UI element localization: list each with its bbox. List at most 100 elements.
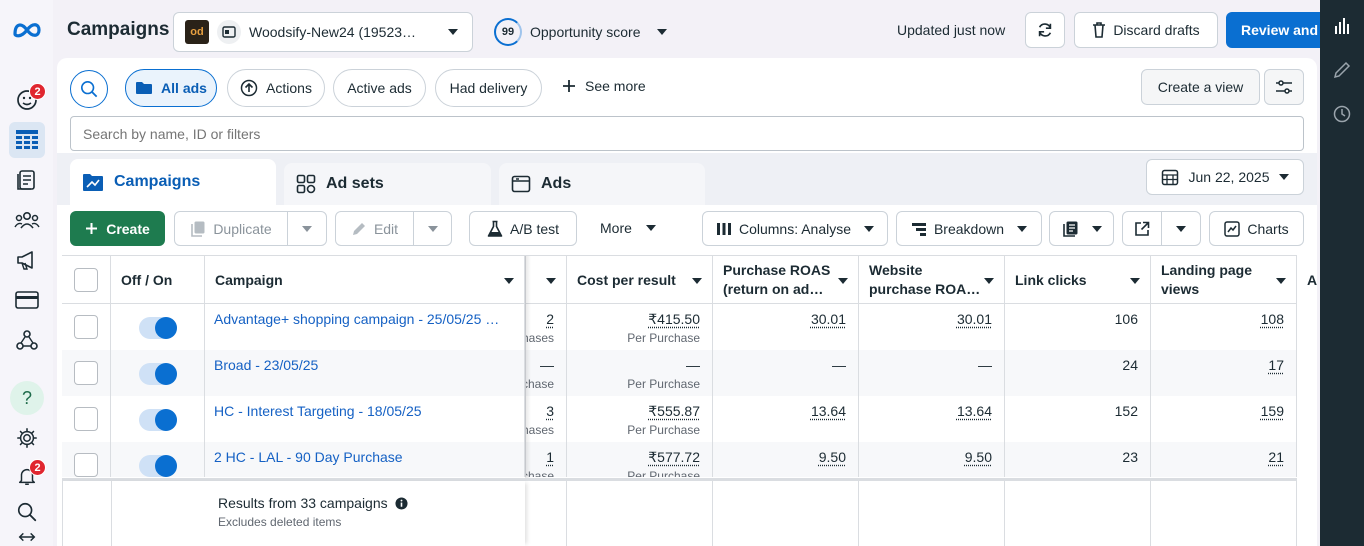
campaign-on-off-toggle[interactable] [139, 317, 177, 339]
left-rail: 2 ? 2 [0, 0, 53, 546]
account-selector[interactable]: od Woodsify-New24 (19523… [173, 12, 473, 52]
cost-per-result-value[interactable]: ₹577.72 [648, 449, 700, 465]
column-header-cost-per-result[interactable]: Cost per result [567, 256, 713, 304]
website-roas-value[interactable]: 30.01 [956, 311, 992, 327]
sort-caret-icon [984, 278, 994, 284]
cost-per-result-sub: Per Purchase [627, 423, 700, 437]
cost-per-result-value[interactable]: ₹555.87 [648, 403, 700, 419]
ads-manager-table-icon[interactable] [9, 122, 45, 158]
select-all-checkbox[interactable] [74, 268, 98, 292]
discard-drafts-button[interactable]: Discard drafts [1074, 12, 1218, 48]
column-header-landing-page-views[interactable]: Landing page views [1151, 256, 1297, 304]
date-range-picker[interactable]: Jun 22, 2025 [1146, 159, 1304, 195]
campaign-name-link[interactable]: Advantage+ shopping campaign - 25/05/25 … [214, 311, 500, 327]
column-header-campaign[interactable]: Campaign [205, 256, 525, 304]
more-menu-button[interactable]: More [600, 220, 656, 236]
filter-actions[interactable]: Actions [227, 69, 325, 107]
megaphone-icon[interactable] [9, 242, 45, 278]
row-cost-cell: ₹555.87 Per Purchase [567, 396, 713, 442]
landing-views-value[interactable]: 108 [1260, 311, 1284, 327]
results-value[interactable]: 2 [546, 311, 554, 327]
billing-card-icon[interactable] [9, 282, 45, 318]
audiences-icon[interactable] [9, 202, 45, 238]
export-menu-button[interactable] [1161, 211, 1201, 246]
bar-chart-icon[interactable] [1332, 16, 1352, 36]
info-icon[interactable] [395, 496, 408, 510]
campaign-on-off-toggle[interactable] [139, 455, 177, 477]
filter-had-delivery[interactable]: Had delivery [435, 69, 542, 107]
campaign-on-off-toggle[interactable] [139, 363, 177, 385]
landing-views-value[interactable]: 159 [1260, 403, 1284, 419]
meta-logo-icon[interactable] [9, 12, 45, 48]
settings-gear-icon[interactable] [9, 420, 45, 456]
search-input[interactable] [70, 116, 1304, 151]
table-row[interactable]: Broad - 23/05/25 — chase — Per Purchase — — 24 1… [62, 350, 1297, 396]
row-checkbox[interactable] [74, 361, 98, 385]
view-settings-button[interactable] [1264, 69, 1304, 105]
see-more-filters[interactable]: See more [562, 78, 646, 94]
help-icon[interactable]: ? [9, 380, 45, 416]
edit-menu-button[interactable] [413, 211, 452, 246]
duplicate-button[interactable]: Duplicate [174, 211, 288, 246]
filter-all-ads[interactable]: All ads [125, 69, 217, 107]
breakdown-button[interactable]: Breakdown [896, 211, 1042, 246]
create-button[interactable]: Create [70, 211, 165, 246]
column-header-link-clicks[interactable]: Link clicks [1005, 256, 1151, 304]
tab-ads[interactable]: Ads [499, 163, 705, 205]
row-checkbox[interactable] [74, 453, 98, 477]
results-value[interactable]: — [540, 357, 554, 373]
history-clock-icon[interactable] [1332, 104, 1352, 124]
cost-per-result-value[interactable]: ₹415.50 [648, 311, 700, 327]
tab-campaigns[interactable]: Campaigns [70, 159, 276, 205]
website-roas-value[interactable]: — [978, 357, 992, 373]
column-header-partial[interactable]: A [1307, 271, 1318, 288]
opportunity-score[interactable]: 99 Opportunity score [494, 18, 667, 46]
duplicate-menu-button[interactable] [287, 211, 327, 246]
pencil-icon[interactable] [1332, 60, 1352, 80]
row-checkbox[interactable] [74, 407, 98, 431]
business-tools-icon[interactable] [9, 322, 45, 358]
landing-views-value[interactable]: 21 [1268, 449, 1284, 465]
table-row[interactable]: Advantage+ shopping campaign - 25/05/25 … [62, 304, 1297, 350]
landing-views-value[interactable]: 17 [1268, 357, 1284, 373]
refresh-button[interactable] [1025, 12, 1065, 48]
website-roas-value[interactable]: 13.64 [956, 403, 992, 419]
results-value[interactable]: 1 [546, 449, 554, 465]
campaign-name-link[interactable]: Broad - 23/05/25 [214, 357, 319, 373]
notifications-bell-icon[interactable]: 2 [9, 458, 46, 494]
campaign-name-link[interactable]: 2 HC - LAL - 90 Day Purchase [214, 449, 403, 465]
table-row[interactable]: HC - Interest Targeting - 18/05/25 3 hases… [62, 396, 1297, 442]
purchase-roas-value[interactable]: — [832, 357, 846, 373]
row-results-cell: 3 hases [525, 396, 567, 442]
website-roas-value[interactable]: 9.50 [964, 449, 992, 465]
edit-button[interactable]: Edit [335, 211, 414, 246]
search-icon[interactable] [9, 494, 45, 530]
export-button[interactable] [1122, 211, 1162, 246]
tab-ad-sets[interactable]: Ad sets [284, 163, 491, 205]
duplicate-icon [191, 221, 205, 237]
create-view-button[interactable]: Create a view [1141, 69, 1260, 105]
column-header-purchase-roas[interactable]: Purchase ROAS (return on ad… [713, 256, 859, 304]
table-row[interactable]: 2 HC - LAL - 90 Day Purchase 1 chase ₹577.7… [62, 442, 1297, 477]
results-value[interactable]: 3 [546, 403, 554, 419]
search-toggle-button[interactable] [70, 70, 108, 108]
review-and-publish-button[interactable]: Review and [1226, 12, 1320, 48]
pages-icon[interactable] [9, 162, 45, 198]
purchase-roas-value[interactable]: 30.01 [810, 311, 846, 327]
ab-test-button[interactable]: A/B test [469, 211, 577, 246]
purchase-roas-value[interactable]: 13.64 [810, 403, 846, 419]
purchase-roas-value[interactable]: 9.50 [818, 449, 846, 465]
campaign-on-off-toggle[interactable] [139, 409, 177, 431]
columns-button[interactable]: Columns: Analyse [702, 211, 888, 246]
tools-icon[interactable] [9, 528, 45, 546]
column-header-off-on[interactable]: Off / On [111, 256, 205, 304]
reports-button[interactable] [1049, 211, 1114, 246]
column-header-website-roas[interactable]: Website purchase ROA… [859, 256, 1005, 304]
filter-active-ads[interactable]: Active ads [333, 69, 426, 107]
row-checkbox[interactable] [74, 315, 98, 339]
charts-button[interactable]: Charts [1209, 211, 1304, 246]
campaign-name-link[interactable]: HC - Interest Targeting - 18/05/25 [214, 403, 422, 419]
cost-per-result-value[interactable]: — [686, 357, 700, 373]
emoji-overview-icon[interactable]: 2 [9, 82, 46, 118]
column-header-results[interactable] [525, 256, 567, 304]
